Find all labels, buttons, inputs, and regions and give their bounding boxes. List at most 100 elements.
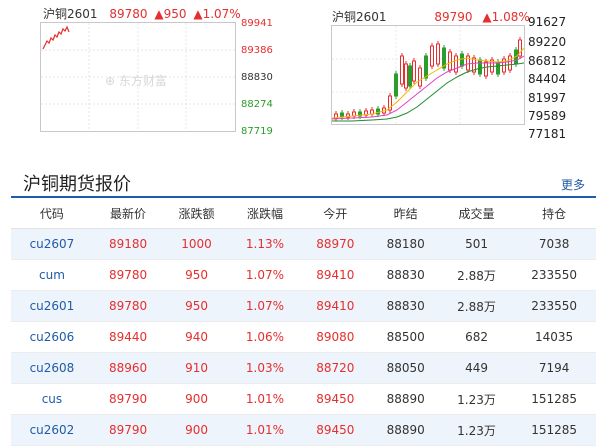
y-tick-label: 91627 [528,15,567,29]
cell-change-pct: 1.06% [229,321,301,353]
watermark-text: 东方财富 [118,74,167,88]
table-row[interactable]: cu2601 89780 950 1.07% 89410 88830 2.88万 233550 [11,290,596,322]
section-divider [11,196,596,198]
cell-code[interactable]: cu2606 [11,321,93,353]
table-row[interactable]: cu2606 89440 940 1.06% 89080 88500 682 14035 [11,321,596,353]
candle-body [394,73,398,97]
col-header-volume[interactable]: 成交量 [440,198,513,229]
y-tick-label: 89941 [241,18,273,29]
contract-name: 沪铜2601 [43,7,98,21]
y-tick-label: 88830 [241,72,273,83]
cell-change: 940 [163,321,230,353]
candle-body [436,43,440,65]
cell-open-interest: 7038 [512,228,596,260]
cell-volume: 2.88万 [440,290,513,322]
cell-open-interest: 151285 [512,383,596,415]
kline-svg [331,26,525,124]
candle-body [430,45,434,67]
cell-code[interactable]: cu2601 [11,290,93,322]
cell-volume: 1.23万 [440,414,513,446]
cell-code[interactable]: cu2608 [11,352,93,384]
cell-last: 89440 [92,321,164,353]
cell-prev-settle: 88830 [370,259,441,291]
cell-change: 950 [163,290,230,322]
cell-open: 88970 [300,228,371,260]
ma-line-short [331,47,525,119]
last-price: 89790 [434,10,473,24]
price-change-pct: ▲1.07% [193,7,241,21]
cell-change-pct: 1.07% [229,259,301,291]
candle-body [454,55,458,73]
col-header-open[interactable]: 今开 [300,198,371,229]
kline-plot[interactable] [331,25,525,125]
col-header-change[interactable]: 涨跌额 [163,198,230,229]
table-header-row: 代码 最新价 涨跌额 涨跌幅 今开 昨结 成交量 持仓 [11,198,596,229]
col-header-last[interactable]: 最新价 [92,198,164,229]
candle-body [472,57,476,73]
cell-prev-settle: 88180 [370,228,441,260]
y-tick-label: 87719 [241,126,273,137]
cell-code[interactable]: cu2602 [11,414,93,446]
candle-body [404,63,408,89]
candle-body [508,55,512,71]
candle-body [484,61,488,77]
section-title: 沪铜期货报价 [23,174,131,195]
cell-open: 89450 [300,414,371,446]
intraday-price-line [42,25,70,50]
cell-open-interest: 233550 [512,290,596,322]
watermark-icon: ⊕ [105,74,116,88]
cell-change-pct: 1.07% [229,290,301,322]
candle-body [466,55,470,71]
cell-change-pct: 1.01% [229,383,301,415]
cell-last: 89780 [92,259,164,291]
cell-code[interactable]: cus [11,383,93,415]
cell-change: 900 [163,383,230,415]
cell-last: 89780 [92,290,164,322]
cell-last: 89180 [92,228,164,260]
last-price: 89780 [109,7,148,21]
cell-volume: 1.23万 [440,383,513,415]
col-header-open-interest[interactable]: 持仓 [512,198,596,229]
table-row[interactable]: cum 89780 950 1.07% 89410 88830 2.88万 233550 [11,259,596,291]
table-row[interactable]: cu2608 88960 910 1.03% 88720 88050 449 7194 [11,352,596,384]
cell-prev-settle: 88050 [370,352,441,384]
col-header-prev-settle[interactable]: 昨结 [370,198,441,229]
col-header-change-pct[interactable]: 涨跌幅 [229,198,301,229]
y-tick-label: 79589 [528,109,567,123]
intraday-svg [41,23,235,131]
candle-body [460,53,464,67]
cell-open-interest: 233550 [512,259,596,291]
candle-body [388,95,392,111]
candle-body [448,51,452,71]
price-change: ▲950 [154,7,187,21]
cell-prev-settle: 88500 [370,321,441,353]
cell-change-pct: 1.13% [229,228,301,260]
candle-body [496,61,500,75]
cell-change-pct: 1.03% [229,352,301,384]
cell-last: 89790 [92,383,164,415]
cell-prev-settle: 88830 [370,290,441,322]
y-tick-label: 77181 [528,127,567,141]
watermark-logo: ⊕ 东方财富 [105,72,167,89]
col-header-code[interactable]: 代码 [11,198,93,229]
kline-chart-title: 沪铜2601 89790 ▲1.08% [332,8,530,25]
table-row[interactable]: cu2607 89180 1000 1.13% 88970 88180 501 7038 [11,228,596,260]
y-tick-label: 86812 [528,54,567,68]
cell-code[interactable]: cu2607 [11,228,93,260]
table-row[interactable]: cus 89790 900 1.01% 89450 88890 1.23万 151285 [11,383,596,415]
cell-code[interactable]: cum [11,259,93,291]
intraday-plot[interactable] [40,22,236,132]
ma-line-mid [331,55,525,120]
candle-body [442,47,446,69]
more-link[interactable]: 更多 [561,178,586,192]
table-row[interactable]: cu2602 89790 900 1.01% 89450 88890 1.23万 151285 [11,414,596,446]
y-tick-label: 89220 [528,35,567,49]
cell-open: 88720 [300,352,371,384]
cell-open-interest: 151285 [512,414,596,446]
y-tick-label: 81997 [528,91,567,105]
cell-change: 950 [163,259,230,291]
cell-volume: 501 [440,228,513,260]
price-change-pct: ▲1.08% [482,10,530,24]
cell-change: 910 [163,352,230,384]
cell-change: 1000 [163,228,230,260]
